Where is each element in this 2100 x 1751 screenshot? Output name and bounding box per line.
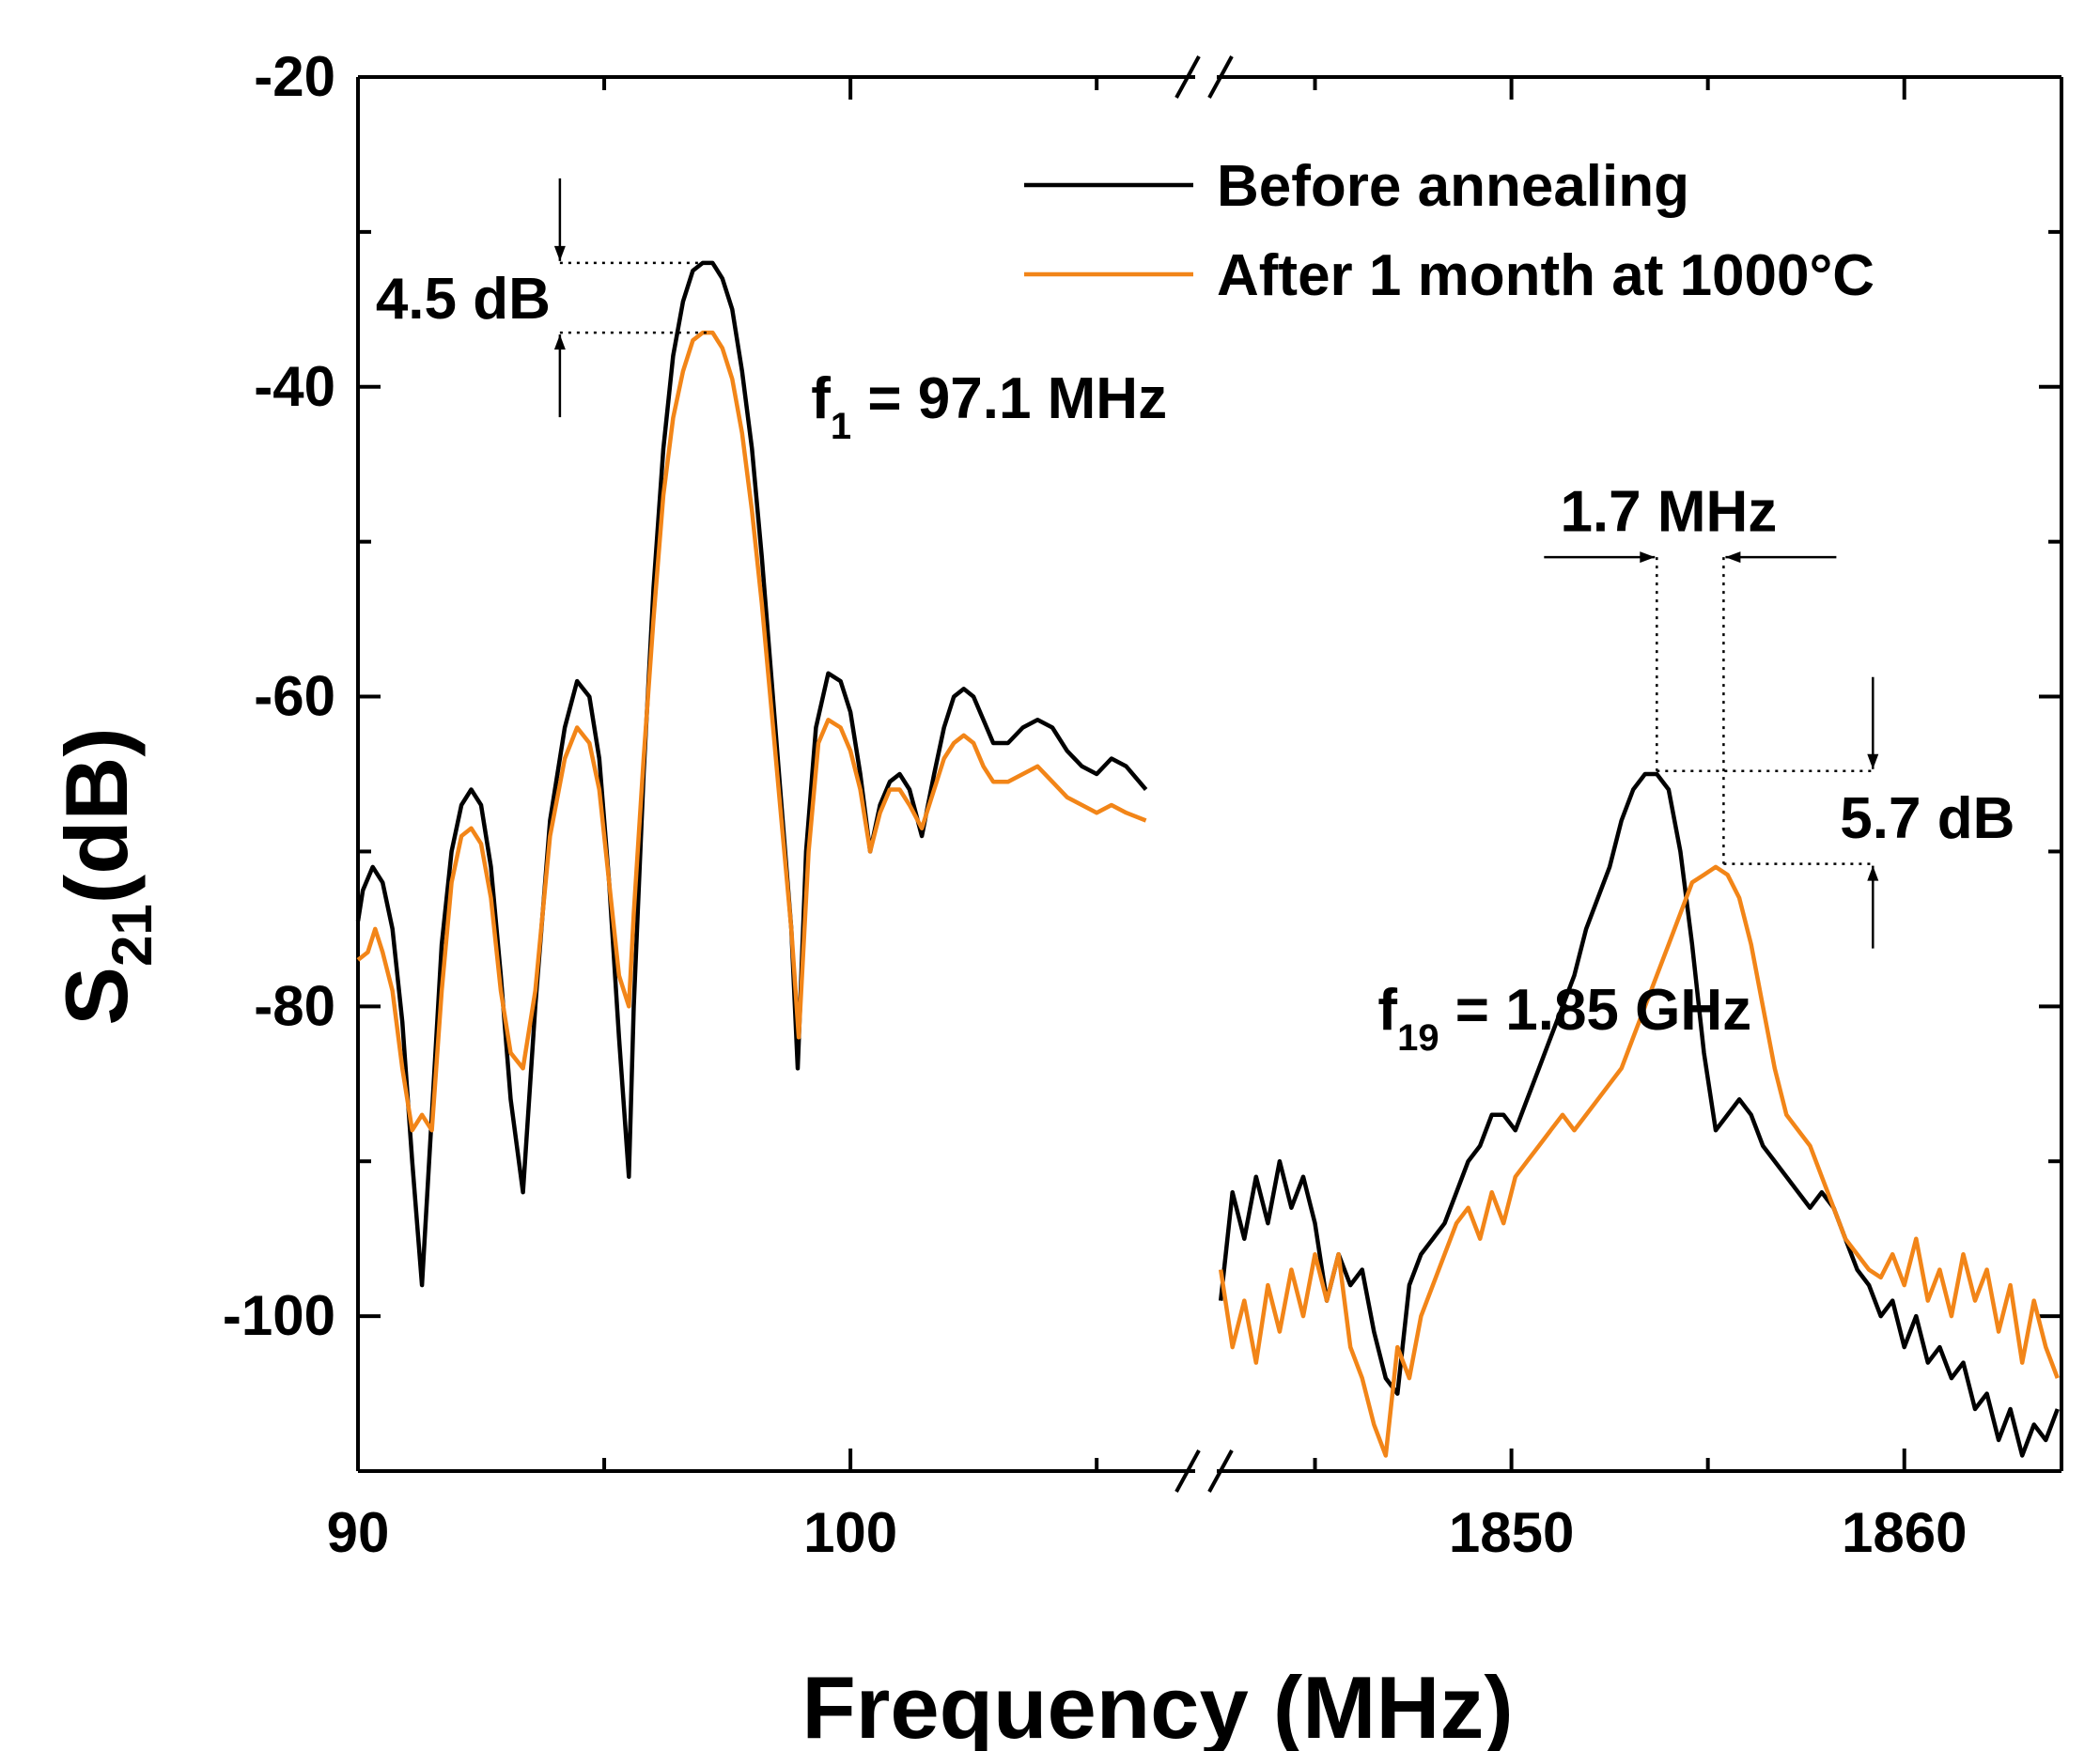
delta-db-low-label: 4.5 dB [376, 267, 551, 332]
series-before-annealing-low-line [355, 260, 1148, 1288]
shift-label: 1.7 MHz [1560, 480, 1777, 545]
top-axis-break-mark [1207, 55, 1234, 99]
shift-arrow-left-head [1725, 551, 1741, 564]
x-tick-label: 1850 [1449, 1501, 1574, 1564]
series-after-annealing-high-line [1218, 864, 2060, 1458]
y-tick-label: -40 [254, 355, 335, 418]
x-tick-label: 1860 [1842, 1501, 1967, 1564]
x-axis-label: Frequency (MHz) [801, 1658, 1513, 1751]
y-axis-label: S21(dB) [47, 727, 163, 1025]
x-tick-label: 90 [327, 1501, 390, 1564]
delta-db-low-arrow-down-head [553, 245, 566, 261]
legend: Before annealing After 1 month at 1000°C [1024, 154, 1874, 308]
f19-label: f19 = 1.85 GHz [1377, 978, 1751, 1059]
y-tick-label: -60 [254, 665, 335, 728]
shift-arrow-right-head [1640, 551, 1656, 564]
bottom-axis-break-mark [1174, 1449, 1201, 1493]
delta-db-high-arrow-down-head [1867, 753, 1879, 769]
f1-label: f1 = 97.1 MHz [811, 366, 1167, 447]
series-before-annealing-high-line [1218, 771, 2060, 1458]
axes: -20 -40 -60 -80 -100 90 100 1850 1860 [223, 45, 2063, 1564]
legend-label-2: After 1 month at 1000°C [1217, 243, 1874, 308]
x-tick-label: 100 [803, 1501, 897, 1564]
top-axis-break-mark [1174, 55, 1201, 99]
y-tick-label: -20 [254, 45, 335, 108]
bottom-axis-break-mark [1207, 1449, 1234, 1493]
y-tick-label: -100 [223, 1284, 335, 1347]
series-after-annealing-low-line [356, 330, 1147, 1133]
data-series [355, 260, 2060, 1458]
delta-db-high-arrow-up-head [1867, 865, 1879, 881]
annotations: 4.5 dB f1 = 97.1 MHz f19 = 1.85 GHz 1.7 MHz… [376, 178, 2014, 1059]
legend-label-1: Before annealing [1217, 154, 1689, 219]
delta-db-low-arrow-up-head [553, 334, 566, 350]
delta-db-high-label: 5.7 dB [1840, 786, 2014, 851]
y-tick-label: -80 [254, 974, 335, 1037]
